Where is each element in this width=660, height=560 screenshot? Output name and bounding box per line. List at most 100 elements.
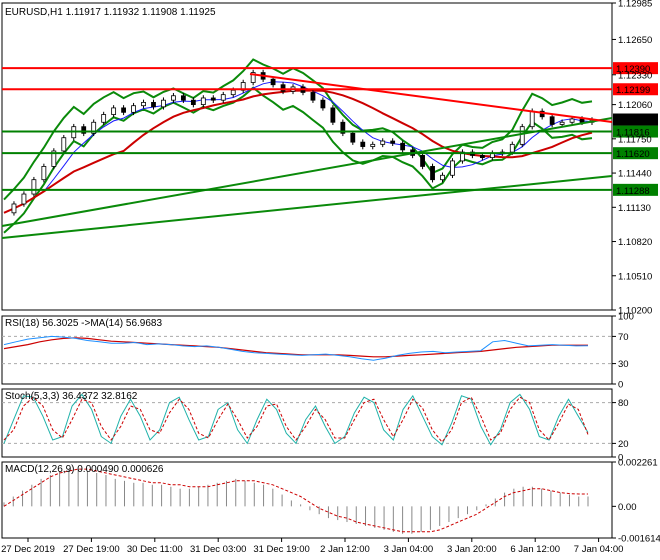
- candle-body: [529, 110, 535, 128]
- stoch-label: Stoch(5,3,3) 36.4372 32.8162: [5, 391, 138, 402]
- candle-body: [151, 101, 156, 108]
- price-axis-tick-label: 1.12060: [618, 100, 652, 111]
- price-axis-tick-label: 1.10510: [618, 271, 652, 282]
- time-tick-label: 3 Jan 04:00: [384, 544, 434, 555]
- level-label: 1.11288: [616, 186, 650, 197]
- price-axis-tick-label: 1.11130: [618, 203, 651, 214]
- rising-trendline: [1, 117, 613, 227]
- current-price-label: 1.11925: [616, 116, 650, 127]
- candle-body: [220, 94, 226, 101]
- current-price-box: [613, 113, 658, 126]
- candle-body: [310, 92, 316, 101]
- rsi-axis-tick-label: 70: [618, 332, 629, 343]
- bollinger-upper-band: [3, 58, 593, 201]
- level-label: 1.11816: [616, 128, 650, 139]
- time-tick-label: 2 Jan 12:00: [320, 544, 370, 555]
- candle-body: [270, 78, 276, 86]
- candle-body: [131, 105, 136, 113]
- stoch-panel-frame: [1, 388, 613, 458]
- level-label-box: [613, 83, 658, 96]
- stoch-axis-tick-label: 0: [618, 453, 623, 464]
- candle-body: [430, 166, 435, 181]
- level-label: 1.11620: [616, 149, 650, 160]
- candle-body: [111, 107, 117, 115]
- candle-body: [479, 154, 485, 159]
- candle-body: [51, 150, 57, 167]
- candle-body: [31, 179, 37, 195]
- candle-body: [420, 154, 425, 167]
- stoch-axis-tick-label: 20: [618, 439, 629, 450]
- macd-signal-line: [3, 468, 588, 533]
- stoch-axis-tick-label: 80: [618, 398, 629, 409]
- macd-axis-tick-label: 0.002261: [618, 458, 658, 469]
- candle-body: [141, 101, 146, 107]
- macd-axis-tick-label: -0.001614: [618, 534, 660, 545]
- level-label-box: [613, 183, 658, 196]
- time-tick-label: 30 Dec 11:00: [127, 544, 183, 555]
- level-label-box: [613, 62, 658, 75]
- macd-axis-tick-label: 0.00: [618, 502, 637, 513]
- candle-body: [559, 121, 565, 125]
- candle-body: [210, 97, 216, 101]
- candle-body: [21, 193, 27, 205]
- candle-body: [549, 116, 555, 125]
- time-tick-label: 6 Jan 12:00: [510, 544, 560, 555]
- candle-body: [61, 137, 67, 152]
- price-axis-tick-label: 1.12330: [618, 70, 652, 81]
- rsi-axis-tick-label: 0: [618, 380, 623, 391]
- rsi-label: RSI(18) 56.3025 ->MA(14) 56.9683: [5, 318, 162, 329]
- candle-body: [509, 143, 515, 153]
- candle-body: [390, 140, 396, 144]
- candle-body: [101, 114, 107, 123]
- candle-body: [320, 99, 326, 109]
- level-label-box: [613, 147, 658, 160]
- candle-body: [171, 95, 176, 101]
- candle-body: [280, 84, 286, 92]
- support-trendline: [1, 175, 613, 239]
- candle-body: [180, 95, 186, 101]
- candle-body: [440, 174, 445, 181]
- candle-body: [370, 143, 376, 147]
- candle-body: [340, 121, 346, 134]
- rsi-axis-tick-label: 30: [618, 359, 629, 370]
- bollinger-lower-band: [3, 86, 593, 234]
- price-panel: 1.12390 1.12199 1.11816 1.11620 1.11288 1.129…: [1, 0, 658, 317]
- price-axis-tick-label: 1.10820: [618, 237, 652, 248]
- price-axis-tick-label: 1.11440: [618, 169, 652, 180]
- candle-body: [230, 89, 236, 96]
- candle-body: [569, 118, 575, 123]
- rsi-panel-frame: [1, 315, 613, 385]
- rsi-line: [3, 335, 589, 361]
- candle-body: [350, 132, 356, 143]
- time-tick-label: 31 Dec 19:00: [253, 544, 310, 555]
- stoch-k-line: [3, 393, 589, 446]
- price-axis-tick-label: 1.10200: [618, 306, 652, 317]
- candle-body: [330, 107, 336, 123]
- candle-body: [11, 203, 17, 214]
- level-label: 1.12199: [616, 85, 650, 96]
- stoch-panel: 80 20 0: [1, 388, 629, 464]
- candle-body: [121, 107, 126, 113]
- time-tick-label: 27 Dec 2019: [1, 544, 55, 555]
- stoch-d-line: [3, 396, 589, 443]
- level-label-box: [613, 125, 658, 138]
- time-tick-label: 31 Dec 03:00: [190, 544, 247, 555]
- rsi-ma-line: [3, 337, 588, 358]
- time-axis: 27 Dec 2019 27 Dec 19:00 30 Dec 11:00 31 De…: [1, 538, 623, 555]
- candle-body: [360, 141, 366, 147]
- time-tick-label: 7 Jan 04:00: [574, 544, 624, 555]
- candle-body: [250, 72, 256, 83]
- price-axis-tick-label: 1.12985: [618, 0, 652, 10]
- rsi-axis-tick-label: 100: [618, 312, 634, 323]
- macd-panel: 0.002261 0.00 -0.001614: [1, 458, 660, 545]
- macd-panel-frame: [1, 461, 613, 539]
- candle-body: [400, 142, 406, 151]
- candle-body: [579, 118, 585, 123]
- price-axis-tick-label: 1.11750: [618, 134, 652, 145]
- candle-body: [200, 97, 206, 105]
- resistance-trendline: [249, 73, 613, 123]
- candle-body: [380, 140, 386, 145]
- candle-body: [81, 126, 87, 134]
- candle-body: [190, 99, 196, 105]
